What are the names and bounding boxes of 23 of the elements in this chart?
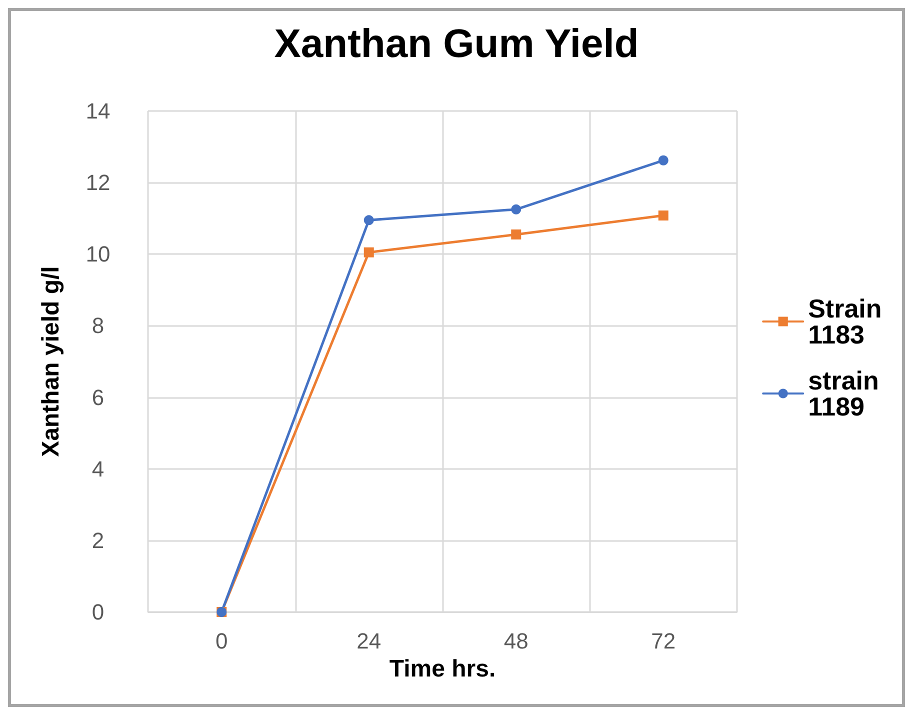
point xyxy=(658,210,668,220)
point xyxy=(364,247,374,258)
y-tick-label: 4 xyxy=(92,456,104,482)
legend-label: strain 1189 xyxy=(808,366,886,422)
x-tick-label: 0 xyxy=(216,628,228,654)
x-tick-label: 48 xyxy=(504,628,528,654)
x-tick-label: 24 xyxy=(356,628,382,654)
y-tick-label: 6 xyxy=(92,384,104,410)
point xyxy=(658,155,668,166)
y-tick-label: 2 xyxy=(92,528,104,553)
y-tick-label: 14 xyxy=(86,98,110,124)
y-tick-label: 12 xyxy=(86,170,110,196)
chart-title: Xanthan Gum Yield xyxy=(274,22,639,66)
y-axis-title: Xanthan yield g/l xyxy=(38,266,64,457)
y-tick-label: 8 xyxy=(92,313,104,338)
legend-label: Strain 1183 xyxy=(808,294,890,350)
y-tick-label: 0 xyxy=(92,600,104,624)
point xyxy=(364,215,374,226)
x-axis-title: Time hrs. xyxy=(389,656,496,682)
point xyxy=(511,204,522,214)
x-tick-label: 72 xyxy=(651,628,676,654)
point xyxy=(511,229,522,240)
y-tick-label: 10 xyxy=(86,242,110,267)
